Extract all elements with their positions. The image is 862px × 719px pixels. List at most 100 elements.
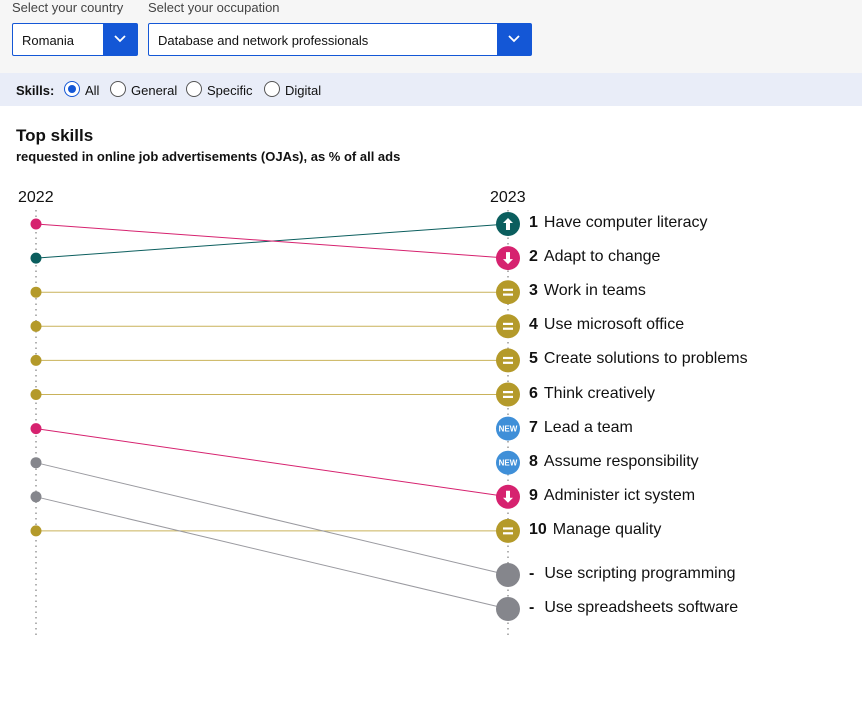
equal-icon: [503, 527, 513, 530]
skill-name: Adapt to change: [543, 248, 661, 266]
year-2022-label: 2022: [18, 189, 54, 206]
equal-icon: [503, 288, 513, 291]
skill-name: Work in teams: [543, 282, 646, 300]
country-dropdown-button[interactable]: [103, 24, 137, 55]
skill-row: - Use spreadsheets software: [529, 599, 738, 617]
skill-slope-line: [35, 223, 509, 259]
skills-filter-title: Skills:: [16, 83, 55, 98]
skill-row: 1 Have computer literacy: [529, 214, 708, 232]
radio-empty-icon: [110, 81, 126, 97]
chevron-down-icon: [508, 35, 520, 43]
skill-dot-2022[interactable]: [30, 286, 42, 298]
skill-row: 8 Assume responsibility: [529, 453, 699, 471]
country-select[interactable]: Romania: [12, 23, 138, 56]
skill-row: 9 Administer ict system: [529, 487, 695, 505]
skill-dot-2022[interactable]: [30, 389, 42, 400]
skill-slope-line: [35, 462, 509, 576]
skill-rank: -: [529, 599, 535, 616]
equal-icon: [503, 293, 513, 296]
skill-row: 10 Manage quality: [529, 521, 661, 539]
skill-row: 5 Create solutions to problems: [529, 350, 748, 368]
equal-icon: [503, 395, 513, 398]
skill-row: 3 Work in teams: [529, 282, 646, 300]
skill-name: Create solutions to problems: [543, 350, 748, 368]
skill-marker-2023[interactable]: [496, 518, 520, 543]
radio-empty-icon: [264, 81, 280, 97]
skill-dot-2022[interactable]: [30, 423, 42, 435]
skill-row: 6 Think creatively: [529, 385, 655, 403]
skill-name: Use scripting programming: [544, 565, 736, 582]
skill-slope-line: [35, 428, 509, 498]
skill-name: Assume responsibility: [543, 452, 699, 470]
skill-name: Use spreadsheets software: [544, 599, 739, 616]
skill-dot-2022[interactable]: [30, 525, 42, 537]
radio-empty-icon: [186, 81, 202, 97]
skill-slope-line: [35, 496, 509, 610]
skill-row: 4 Use microsoft office: [529, 316, 684, 334]
skill-rank: -: [529, 565, 535, 582]
skill-name: Have computer literacy: [543, 214, 708, 231]
skill-rank: 1: [529, 214, 538, 231]
skills-filter-bar: Skills: All General Specific Digital: [0, 73, 862, 106]
equal-icon: [503, 532, 513, 535]
skill-rank: 10: [529, 520, 547, 538]
occupation-select[interactable]: Database and network professionals: [148, 23, 532, 56]
skill-name: Administer ict system: [543, 486, 696, 504]
skill-name: Think creatively: [543, 384, 656, 402]
equal-icon: [503, 327, 513, 330]
radio-selected-icon: [64, 81, 80, 97]
year-2023-label: 2023: [490, 189, 526, 206]
new-badge-label: NEW: [499, 425, 518, 434]
occupation-select-value: Database and network professionals: [158, 33, 369, 48]
skill-name: Lead a team: [543, 418, 633, 436]
skills-radio-label: General: [131, 83, 178, 98]
chart-subtitle: requested in online job advertisements (…: [16, 149, 401, 164]
arrow-down-icon: [503, 490, 513, 503]
skill-dot-2022[interactable]: [30, 457, 42, 469]
skill-rank: 6: [529, 384, 538, 402]
country-select-value: Romania: [22, 33, 75, 48]
skill-rank: 8: [529, 452, 538, 470]
skill-row: 7 Lead a team: [529, 419, 633, 437]
equal-icon: [503, 356, 513, 360]
arrow-up-icon: [503, 218, 513, 230]
skill-dot-2022[interactable]: [30, 320, 42, 332]
skill-marker-2023[interactable]: [496, 450, 520, 475]
skill-rank: 9: [529, 486, 538, 504]
skill-marker-2023[interactable]: [496, 597, 520, 621]
skill-dot-2022[interactable]: [30, 491, 42, 503]
skill-row: - Use scripting programming: [529, 565, 736, 583]
skill-rank: 4: [529, 316, 538, 334]
skill-row: 2 Adapt to change: [529, 248, 660, 266]
skill-marker-2023[interactable]: [496, 314, 520, 339]
arrow-down-icon: [503, 252, 513, 265]
chart-title: Top skills: [16, 126, 94, 145]
chevron-down-icon: [114, 35, 126, 43]
skill-dot-2022[interactable]: [30, 252, 42, 264]
skill-dot-2022[interactable]: [30, 218, 42, 230]
occupation-dropdown-button[interactable]: [497, 24, 531, 55]
skill-name: Use microsoft office: [543, 316, 685, 334]
equal-icon: [503, 361, 513, 364]
skill-rank: 2: [529, 248, 538, 266]
skills-radio-label: All: [85, 83, 100, 98]
equal-icon: [503, 391, 513, 394]
skill-rank: 3: [529, 282, 538, 300]
skill-dot-2022[interactable]: [30, 354, 42, 366]
skill-rank: 7: [529, 418, 538, 436]
skills-radio-label: Digital: [285, 83, 322, 98]
new-badge-label: NEW: [499, 459, 518, 468]
skill-rank: 5: [529, 350, 538, 368]
occupation-label: Select your occupation: [148, 0, 280, 15]
skill-marker-2023[interactable]: [496, 563, 520, 587]
skill-name: Manage quality: [552, 520, 662, 538]
skill-marker-2023[interactable]: [496, 416, 520, 441]
skill-marker-2023[interactable]: [496, 382, 520, 407]
filter-bar: Select your country Select your occupati…: [0, 0, 862, 73]
skill-marker-2023[interactable]: [496, 280, 520, 305]
equal-icon: [503, 322, 513, 325]
skill-marker-2023[interactable]: [496, 348, 520, 373]
country-label: Select your country: [12, 0, 124, 15]
skills-radio-label: Specific: [207, 83, 253, 98]
